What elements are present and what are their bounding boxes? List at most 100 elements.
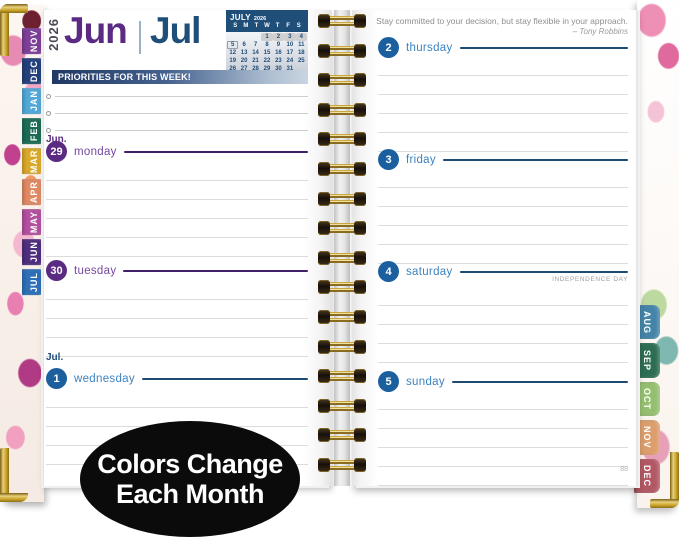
calendar-date-cell: 1 bbox=[261, 33, 273, 41]
writing-lines-sunday bbox=[378, 391, 628, 487]
calendar-date-cell: 14 bbox=[252, 50, 259, 56]
day-number-badge: 2 bbox=[378, 37, 399, 58]
priority-bullet-icon bbox=[46, 128, 51, 133]
calendar-date-cell bbox=[250, 33, 261, 41]
day-rule bbox=[451, 380, 628, 383]
year-label: 2026 bbox=[46, 18, 61, 51]
calendar-date-cell: 4 bbox=[295, 33, 307, 41]
writing-lines-friday bbox=[378, 169, 628, 265]
day-number-badge: 30 bbox=[46, 260, 67, 281]
day-rule bbox=[459, 46, 628, 49]
month-tab: JUN bbox=[22, 238, 46, 265]
holiday-label: INDEPENDENCE DAY bbox=[552, 276, 628, 283]
day-number-badge: 5 bbox=[378, 371, 399, 392]
month-tabs-right: AUG SEP OCT NOV DEC bbox=[634, 305, 660, 494]
writing-lines-saturday bbox=[378, 287, 628, 374]
calendar-date-cell: 24 bbox=[286, 58, 294, 64]
binding-coil-icon bbox=[318, 428, 366, 443]
calendar-date-cell: 28 bbox=[252, 66, 259, 72]
month-heading-divider bbox=[139, 21, 141, 54]
weekly-quote: Stay committed to your decision, but sta… bbox=[376, 16, 628, 36]
calendar-date-cell: 7 bbox=[253, 42, 258, 48]
binding-coil-icon bbox=[318, 250, 366, 265]
quote-author: – Tony Robbins bbox=[572, 27, 628, 36]
day-number-badge: 1 bbox=[46, 368, 67, 389]
day-number-badge: 3 bbox=[378, 149, 399, 170]
gold-corner-top-left bbox=[0, 4, 9, 56]
month-tabs-left: NOV DEC JAN FEB MAR APR MAY JUN JUL bbox=[22, 28, 46, 295]
priority-row bbox=[46, 94, 308, 99]
month-tab: DEC bbox=[634, 458, 660, 494]
day-name-label: monday bbox=[74, 145, 117, 158]
month-tab: MAR bbox=[22, 148, 46, 175]
weekday-letter: M bbox=[243, 23, 249, 29]
month-heading-jun: Jun bbox=[64, 10, 128, 51]
calendar-date-cell: 25 bbox=[297, 58, 305, 64]
month-tab: NOV bbox=[634, 420, 660, 455]
day-header-saturday: 4 saturday bbox=[378, 261, 628, 282]
weekday-letter: T bbox=[254, 23, 259, 29]
writing-lines-monday bbox=[46, 162, 308, 258]
month-tab: NOV bbox=[22, 28, 46, 55]
month-heading-jul: Jul bbox=[150, 10, 201, 51]
month-tab: AUG bbox=[634, 305, 660, 340]
day-rule bbox=[123, 269, 308, 272]
month-tab: JAN bbox=[22, 88, 46, 115]
calendar-date-cell: 27 bbox=[240, 66, 248, 72]
calendar-date-cell: 15 bbox=[263, 50, 271, 56]
calendar-date-cell: 22 bbox=[263, 58, 271, 64]
calendar-date-cell: 10 bbox=[286, 42, 294, 48]
binding-gap bbox=[334, 10, 350, 486]
priority-row bbox=[46, 128, 308, 133]
calendar-date-cell: 31 bbox=[286, 66, 294, 72]
day-rule bbox=[442, 158, 628, 161]
month-tab: JUL bbox=[22, 268, 46, 295]
month-tab: FEB bbox=[22, 118, 46, 145]
writing-lines-tuesday bbox=[46, 281, 308, 358]
weekday-letter: S bbox=[296, 23, 301, 29]
day-number-badge: 4 bbox=[378, 261, 399, 282]
binding-coil-icon bbox=[318, 398, 366, 413]
month-label-jun: Jun. bbox=[46, 134, 67, 145]
binding-coil-icon bbox=[318, 458, 366, 472]
calendar-date-cell: 8 bbox=[265, 42, 269, 48]
priority-row bbox=[46, 111, 308, 116]
day-header-wednesday: 1 wednesday bbox=[46, 368, 308, 389]
calendar-date-cell: 26 bbox=[229, 66, 237, 72]
day-number-badge: 29 bbox=[46, 141, 67, 162]
calendar-date-cell: 6 bbox=[242, 42, 246, 48]
binding-coil-icon bbox=[318, 132, 366, 147]
mini-calendar-date-grid: 1 2 3 4 5 6 7 8 9 10 bbox=[226, 32, 308, 75]
day-name-label: sunday bbox=[406, 375, 445, 388]
calendar-date-cell: 2 bbox=[272, 33, 285, 41]
right-page: Stay committed to your decision, but sta… bbox=[352, 10, 636, 487]
calendar-date-cell: 3 bbox=[284, 33, 296, 41]
month-tab: MAY bbox=[22, 208, 46, 235]
day-name-label: friday bbox=[406, 153, 436, 166]
colors-change-badge: Colors Change Each Month bbox=[80, 421, 300, 537]
gold-corner-bottom-right bbox=[670, 452, 679, 508]
day-header-thursday: 2 thursday bbox=[378, 37, 628, 58]
binding-coil-icon bbox=[318, 339, 366, 354]
weekday-letter: S bbox=[233, 23, 238, 29]
calendar-date-cell: 19 bbox=[229, 58, 237, 64]
gold-corner-bottom-left bbox=[0, 493, 28, 502]
binding-coil-icon bbox=[318, 280, 366, 295]
calendar-date-cell: 18 bbox=[297, 50, 305, 56]
calendar-date-cell: 29 bbox=[263, 66, 271, 72]
month-tab: OCT bbox=[634, 381, 660, 417]
calendar-date-cell bbox=[238, 33, 249, 41]
calendar-date-cell: 20 bbox=[240, 58, 248, 64]
calendar-date-cell: 21 bbox=[252, 58, 259, 64]
binding-coil-icon bbox=[318, 191, 366, 206]
page-number: 88 bbox=[620, 466, 628, 473]
gold-corner-bottom-right bbox=[650, 499, 679, 508]
month-tab: SEP bbox=[634, 343, 660, 378]
badge-line-1: Colors Change bbox=[97, 448, 283, 479]
month-tab: APR bbox=[22, 178, 46, 205]
binding-coil-icon bbox=[318, 369, 366, 384]
